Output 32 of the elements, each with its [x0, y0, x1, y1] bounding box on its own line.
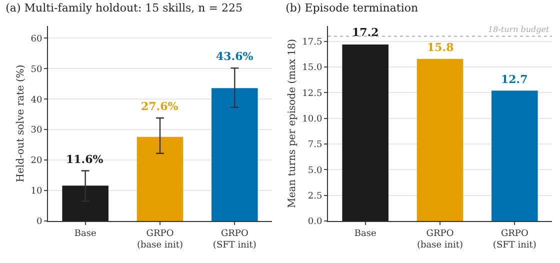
- data-label: 17.2: [352, 26, 379, 39]
- y-tick-label: 60: [30, 34, 42, 44]
- y-tick-label: 7.5: [308, 140, 322, 150]
- y-tick-label: 0.0: [308, 217, 322, 228]
- data-label: 11.6%: [66, 153, 104, 166]
- chart-title: (a) Multi-family holdout: 15 skills, n = 225: [6, 2, 242, 15]
- data-label: 15.8: [427, 41, 454, 54]
- y-tick-label: 50: [30, 64, 42, 75]
- y-tick-label: 10: [30, 186, 42, 197]
- y-tick-label: 30: [30, 126, 42, 136]
- y-axis-title: Mean turns per episode (max 18): [287, 38, 298, 208]
- y-tick-label: 20: [30, 156, 42, 166]
- y-tick-label: 2.5: [308, 191, 322, 202]
- x-tick-label: GRPO (SFT init): [212, 228, 256, 250]
- ref-line-label: 18-turn budget: [488, 25, 550, 34]
- x-tick-label: Base: [354, 228, 376, 239]
- data-label: 12.7: [501, 73, 528, 86]
- y-tick-label: 40: [30, 95, 42, 106]
- y-tick-label: 12.5: [302, 88, 322, 99]
- y-tick-label: 10.0: [302, 114, 322, 125]
- x-tick-label: GRPO (SFT init): [492, 228, 536, 250]
- y-tick-label: 17.5: [302, 38, 322, 48]
- chart-title: (b) Episode termination: [286, 2, 418, 15]
- x-tick-label: Base: [74, 228, 96, 239]
- y-axis-title: Held-out solve rate (%): [16, 64, 27, 182]
- y-tick-label: 15.0: [302, 63, 322, 74]
- data-label: 27.6%: [141, 100, 179, 113]
- y-tick-label: 0: [36, 217, 42, 228]
- x-tick-label: GRPO (base init): [416, 228, 464, 250]
- x-tick-label: GRPO (base init): [136, 228, 184, 250]
- y-tick-label: 5.0: [308, 166, 322, 176]
- data-label: 43.6%: [216, 50, 254, 63]
